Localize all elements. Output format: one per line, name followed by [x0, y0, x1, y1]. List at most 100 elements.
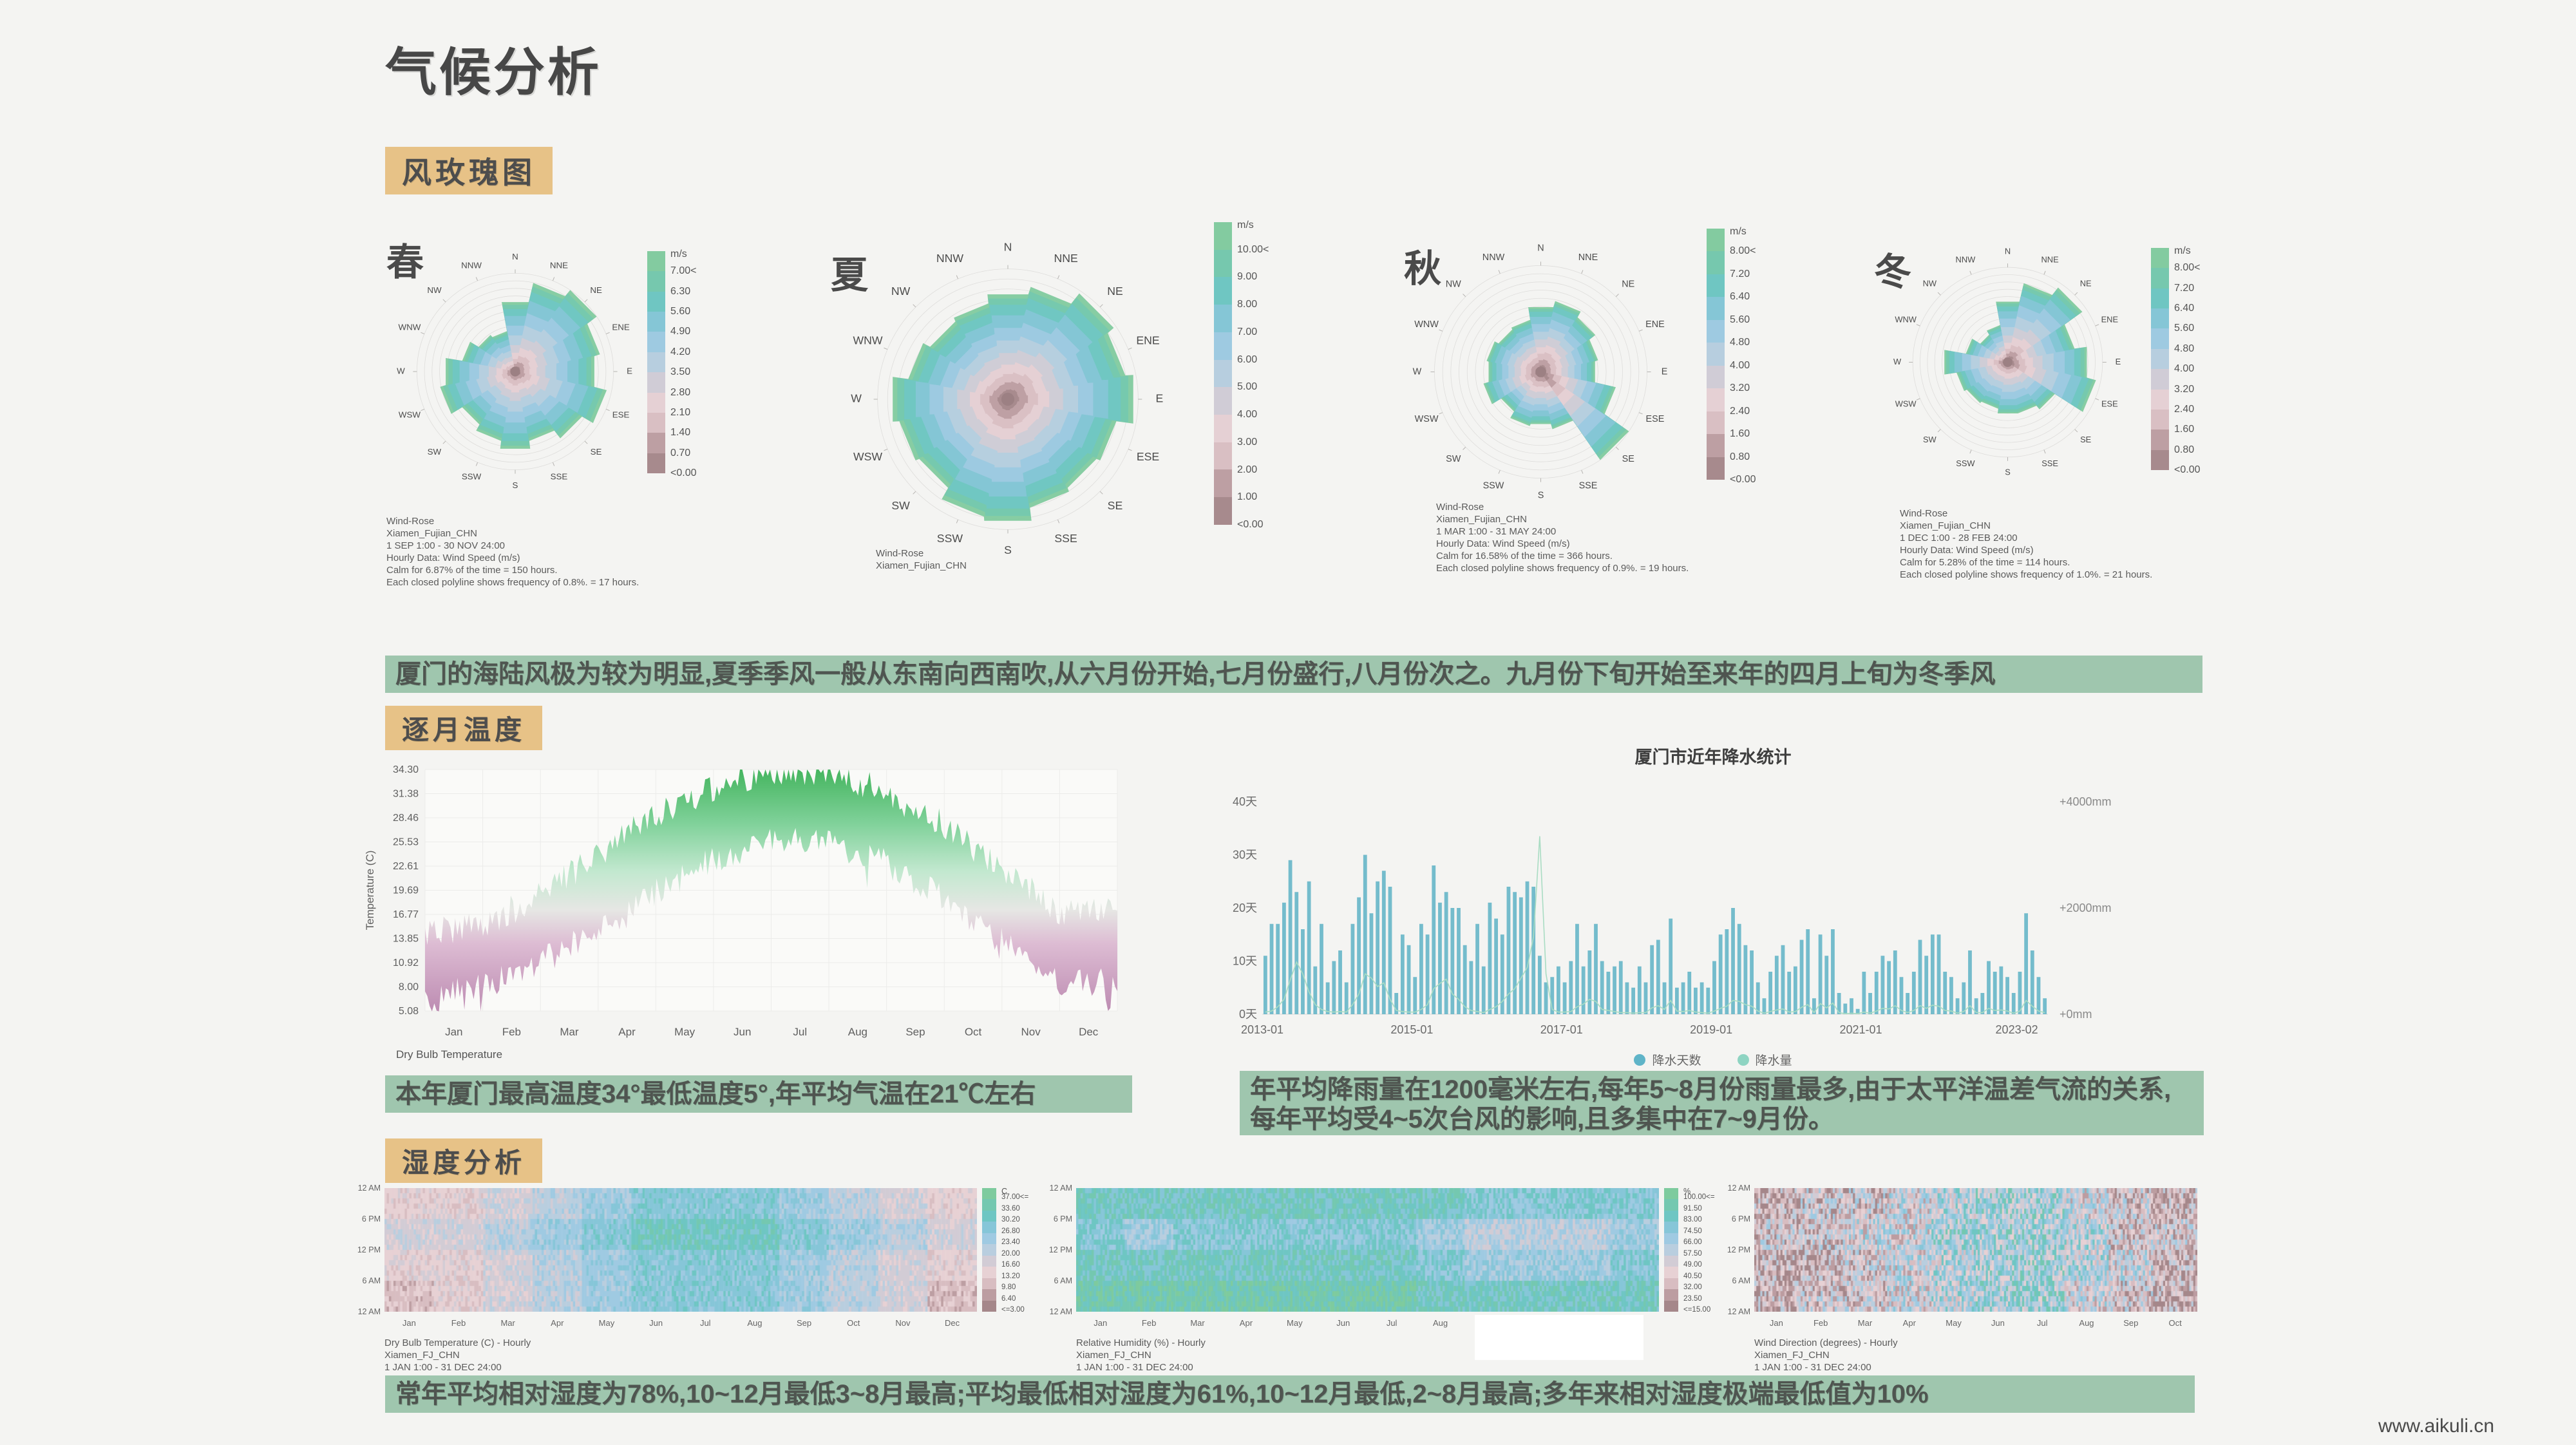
caption-line — [876, 572, 967, 584]
x-tick: 2021-01 — [1839, 1023, 1882, 1036]
colorbar-tick: 3.20 — [2174, 383, 2195, 395]
caption-line: Xiamen_Fujian_CHN — [386, 528, 477, 539]
rain-days-bar — [1475, 923, 1479, 1014]
rain-days-bar — [1824, 956, 1829, 1014]
colorbar-tick: <=15.00 — [1683, 1306, 1711, 1314]
precipitation-legend: 降水天数 降水量 — [1224, 1051, 2202, 1068]
season-label-autumn: 秋 — [1404, 248, 1442, 290]
rain-days-bar — [1594, 923, 1598, 1014]
rain-days-bar — [1700, 982, 1704, 1014]
y-tick: 5.08 — [399, 1006, 419, 1017]
rain-days-bar — [1787, 972, 1792, 1014]
banner-rain-summary: 年平均降雨量在1200毫米左右,每年5~8月份雨量最多,由于太平洋温差气流的关系… — [1240, 1071, 2204, 1135]
compass-label: NW — [1923, 279, 1937, 288]
rain-days-bar — [1513, 892, 1517, 1014]
rain-days-bar — [1531, 887, 1536, 1014]
compass-label: WSW — [853, 450, 882, 463]
wind-rose-svg: N NNE NE ENE E ESE SE SSE S SSW SW WSW W WNW NW NNW — [851, 240, 1163, 556]
colorbar-tick: <0.00 — [670, 468, 697, 478]
wind-rose-panel-summer: 夏 N NNE NE ENE E ESE SE SSE S SSW SW WSW W WNW NW NNW m… — [815, 212, 1362, 615]
rain-days-bar — [1550, 977, 1555, 1014]
legend-item-rain-amount[interactable]: 降水量 — [1737, 1051, 1792, 1068]
colorbar-tick: 6.40 — [1730, 291, 1750, 303]
rain-days-bar — [1962, 982, 1966, 1014]
colorbar-tick: 57.50 — [1683, 1249, 1702, 1258]
x-tick: Mar — [560, 1026, 579, 1038]
calm-center — [1001, 392, 1015, 406]
rain-days-bar — [1488, 902, 1492, 1014]
colorbar-tick: <0.00 — [2174, 464, 2201, 475]
colorbar-tick: 3.20 — [1730, 382, 1750, 394]
compass-label: S — [513, 480, 518, 490]
heatmap-x-tick: Jan — [1769, 1318, 1783, 1328]
rain-days-bar — [1557, 966, 1560, 1014]
right-tick: +2000mm — [2060, 902, 2112, 914]
heatmap-x-tick: Mar — [1190, 1318, 1205, 1328]
rain-days-bar — [1350, 923, 1355, 1014]
rain-days-bar — [1643, 982, 1648, 1014]
rain-amount-line — [1265, 836, 2045, 1015]
x-tick: 2013-01 — [1241, 1023, 1283, 1036]
rain-days-bar — [1637, 966, 1642, 1014]
rain-days-bar — [1320, 923, 1323, 1014]
heatmap-panel-wind-direction: 12 AM 6 PM 12 PM 6 AM 12 AM Jan Feb Mar Apr May J… — [1726, 1184, 2197, 1374]
rain-days-bar — [1363, 855, 1367, 1014]
compass-label: SE — [1108, 499, 1123, 512]
rain-days-bar — [1862, 972, 1866, 1014]
compass-label: NNE — [2041, 255, 2060, 265]
rain-days-bar — [2011, 993, 2016, 1014]
colorbar-tick: 23.40 — [1001, 1238, 1020, 1247]
colorbar-tick: 6.40 — [2174, 303, 2195, 314]
rain-days-bar — [1731, 908, 1735, 1014]
x-tick: 2023-02 — [1996, 1023, 2038, 1036]
caption-line — [876, 609, 967, 621]
compass-label: NW — [427, 285, 442, 295]
compass-label: N — [1537, 243, 1544, 253]
colorbar-tick: 16.60 — [1001, 1261, 1020, 1269]
rain-days-bar — [1269, 923, 1274, 1014]
rain-days-bar — [1376, 881, 1380, 1014]
heatmap-x-tick: May — [1287, 1318, 1303, 1328]
compass-label: WSW — [399, 410, 421, 419]
y-axis-title: Temperature (C) — [364, 851, 376, 930]
compass-label: SSE — [1054, 532, 1077, 545]
heatmap-y-tick: 6 AM — [1054, 1276, 1073, 1285]
rain-days-bar — [1606, 972, 1611, 1014]
heatmap-y-tick: 12 AM — [1049, 1184, 1072, 1193]
y-tick: 16.77 — [393, 909, 419, 920]
caption-line: Xiamen_Fujian_CHN — [1436, 514, 1527, 525]
compass-label: SW — [1446, 454, 1461, 464]
heatmap-x-tick: Dec — [944, 1318, 960, 1328]
rain-days-bar — [1400, 934, 1405, 1014]
rain-days-bar — [1562, 982, 1567, 1014]
rain-days-bar — [1344, 982, 1349, 1014]
compass-label: W — [851, 392, 862, 405]
rain-days-bar — [1818, 934, 1823, 1014]
colorbar-tick: 8.00 — [1237, 299, 1258, 310]
rain-days-bar — [2030, 950, 2034, 1014]
rain-days-bar — [1906, 993, 1910, 1014]
compass-label: NE — [1107, 285, 1123, 298]
legend-item-rain-days[interactable]: 降水天数 — [1634, 1051, 1701, 1068]
rain-days-bar — [1500, 934, 1504, 1014]
colorbar-tick: 6.30 — [670, 285, 691, 297]
heatmap-y-tick: 12 AM — [357, 1307, 381, 1316]
calm-center — [510, 366, 520, 377]
rain-days-bar — [1631, 987, 1636, 1014]
wind-rose-chart-summer: N NNE NE ENE E ESE SE SSE S SSW SW WSW W WNW NW NNW — [824, 216, 1191, 586]
rain-days-bar — [1575, 923, 1579, 1014]
rain-days-bar — [1843, 1003, 1848, 1014]
page-title: 气候分析 — [385, 44, 601, 101]
colorbar-tick: <=3.00 — [1001, 1306, 1025, 1314]
colorbar-tick: 1.60 — [2174, 424, 2195, 435]
rain-days-bar — [1812, 998, 1816, 1014]
y-tick: 19.69 — [393, 885, 419, 896]
heatmap-x-tick: May — [598, 1318, 615, 1328]
rain-days-bar — [1450, 908, 1455, 1014]
colorbar-tick: 3.00 — [1237, 436, 1258, 448]
calm-center — [1535, 366, 1546, 377]
rain-days-bar — [1899, 977, 1904, 1014]
colorbar-unit: m/s — [670, 249, 687, 260]
heatmap-colorbar: % 100.00<= 91.50 83.00 74.50 66.00 57.50 49.00 4… — [1664, 1187, 1728, 1314]
compass-label: SE — [1622, 454, 1634, 464]
